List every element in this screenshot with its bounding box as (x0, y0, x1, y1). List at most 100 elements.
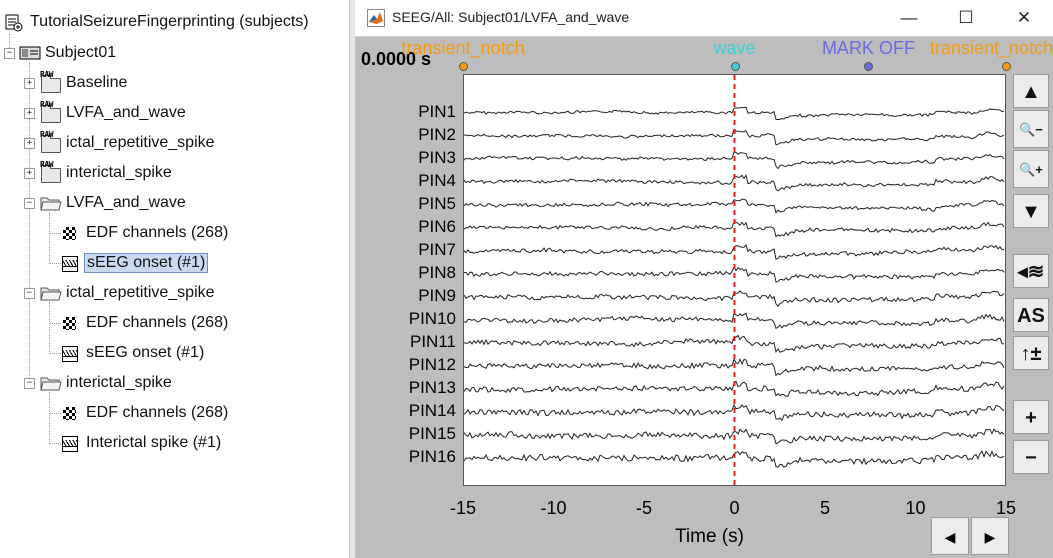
close-button[interactable]: ✕ (1016, 8, 1032, 27)
channel-trace (464, 428, 1005, 445)
channel-file-icon (60, 314, 80, 332)
channel-label: PIN14 (408, 401, 456, 420)
subject-label: Subject01 (45, 44, 117, 61)
next-page-button[interactable]: ▶ (971, 517, 1009, 555)
event-marker[interactable] (459, 62, 468, 71)
open-folder-icon (40, 194, 62, 212)
seeg-figure-window: SEEG/All: Subject01/LVFA_and_wave — ☐ ✕ … (355, 0, 1053, 558)
figure-title: SEEG/All: Subject01/LVFA_and_wave (392, 9, 630, 25)
channel-file-node[interactable]: EDF channels (268) (60, 310, 230, 336)
time-readout: 0.0000 s (361, 49, 432, 69)
event-file-icon (60, 254, 80, 272)
protocol-node[interactable]: TutorialSeizureFingerprinting (subjects) (4, 9, 311, 35)
gain-decrease-button[interactable]: − (1013, 440, 1049, 474)
raw-folder-expander[interactable]: + (24, 168, 35, 179)
event-marker[interactable] (730, 62, 740, 71)
scale-updown-button[interactable]: ↑± (1013, 336, 1049, 370)
raw-folder-label: Baseline (66, 74, 128, 91)
channel-trace (464, 403, 1005, 422)
raw-tag: RAW (40, 130, 53, 139)
event-file-node[interactable]: Interictal spike (#1) (60, 430, 223, 456)
matlab-icon (367, 9, 385, 32)
event-label[interactable]: wave (713, 38, 756, 58)
condition-folder-label: LVFA_and_wave (66, 194, 186, 211)
raw-folder-icon: RAW (40, 160, 61, 183)
condition-folder-label: interictal_spike (66, 374, 172, 391)
channel-trace (464, 357, 1005, 377)
channel-label: PIN12 (408, 355, 456, 374)
condition-expander[interactable]: − (24, 378, 35, 389)
condition-expander[interactable]: − (24, 198, 35, 209)
channel-file-node[interactable]: EDF channels (268) (60, 220, 230, 246)
scroll-up-button[interactable]: ▲ (1013, 74, 1049, 108)
event-label[interactable]: MARK OFF (821, 38, 915, 58)
channel-label: PIN16 (408, 447, 456, 466)
signal-plot-area[interactable] (463, 74, 1006, 486)
channel-label: PIN13 (408, 378, 456, 397)
x-tick-label: -15 (449, 498, 476, 518)
condition-expander[interactable]: − (24, 288, 35, 299)
raw-folder-label: ictal_repetitive_spike (66, 134, 215, 151)
event-marker[interactable] (864, 62, 874, 71)
raw-folder-node[interactable]: RAW LVFA_and_wave (40, 100, 188, 126)
condition-folder-label: ictal_repetitive_spike (66, 284, 215, 301)
raw-folder-expander[interactable]: + (24, 138, 35, 149)
file-label: Interictal spike (#1) (86, 434, 222, 451)
maximize-button[interactable]: ☐ (958, 8, 974, 27)
event-label[interactable]: transient_notch (401, 38, 525, 58)
channel-label: PIN9 (418, 286, 456, 305)
condition-folder-node[interactable]: ictal_repetitive_spike (40, 280, 217, 306)
condition-folder-node[interactable]: interictal_spike (40, 370, 174, 396)
auto-scale-button[interactable]: AS (1013, 298, 1049, 332)
channel-file-icon (60, 224, 80, 242)
file-label: EDF channels (268) (86, 404, 229, 421)
display-mode-button[interactable]: ◂≋ (1013, 254, 1049, 288)
condition-folder-node[interactable]: LVFA_and_wave (40, 190, 188, 216)
database-tree: TutorialSeizureFingerprinting (subjects)… (0, 0, 349, 558)
x-tick-label: 5 (819, 498, 830, 518)
panel-splitter[interactable] (349, 0, 356, 558)
signal-traces (464, 75, 1005, 485)
channel-file-icon (60, 404, 80, 422)
raw-folder-icon: RAW (40, 100, 61, 123)
raw-tag: RAW (40, 100, 53, 109)
scroll-down-button[interactable]: ▼ (1013, 194, 1049, 228)
prev-page-button[interactable]: ◀ (931, 517, 969, 555)
raw-folder-expander[interactable]: + (24, 108, 35, 119)
protocol-label: TutorialSeizureFingerprinting (subjects) (30, 13, 309, 30)
event-marker[interactable] (1002, 62, 1011, 71)
protocol-icon (4, 13, 24, 32)
subject-icon (19, 44, 41, 62)
channel-file-node[interactable]: EDF channels (268) (60, 400, 230, 426)
x-tick-label: -10 (540, 498, 567, 518)
raw-folder-node[interactable]: RAW ictal_repetitive_spike (40, 130, 217, 156)
subject-expander[interactable]: − (4, 48, 15, 59)
raw-folder-label: LVFA_and_wave (66, 104, 186, 121)
minimize-button[interactable]: — (900, 8, 918, 27)
event-file-node[interactable]: sEEG onset (#1) (60, 340, 206, 366)
channel-label: PIN4 (418, 171, 456, 190)
zoom-in-button[interactable]: 🔍+ (1013, 150, 1049, 188)
raw-folder-node[interactable]: RAW Baseline (40, 70, 129, 96)
channel-label: PIN2 (418, 125, 456, 144)
open-folder-icon (40, 284, 62, 302)
x-tick-label: 15 (995, 498, 1017, 518)
raw-folder-icon: RAW (40, 130, 61, 153)
raw-folder-label: interictal_spike (66, 164, 172, 181)
file-label: EDF channels (268) (86, 314, 229, 331)
event-file-node[interactable]: sEEG onset (#1) (60, 250, 209, 276)
channel-trace (464, 106, 1005, 120)
raw-folder-icon: RAW (40, 70, 61, 93)
channel-label: PIN15 (408, 424, 456, 443)
figure-titlebar: SEEG/All: Subject01/LVFA_and_wave — ☐ ✕ (355, 0, 1053, 37)
subject-node[interactable]: Subject01 (19, 40, 118, 66)
zoom-out-button[interactable]: 🔍− (1013, 110, 1049, 148)
raw-folder-expander[interactable]: + (24, 78, 35, 89)
channel-label: PIN5 (418, 194, 456, 213)
file-label: sEEG onset (#1) (84, 253, 209, 273)
event-label[interactable]: transient_notch (930, 38, 1053, 58)
raw-folder-node[interactable]: RAW interictal_spike (40, 160, 174, 186)
gain-increase-button[interactable]: + (1013, 400, 1049, 434)
channel-trace (464, 198, 1005, 215)
event-file-icon (60, 434, 80, 452)
